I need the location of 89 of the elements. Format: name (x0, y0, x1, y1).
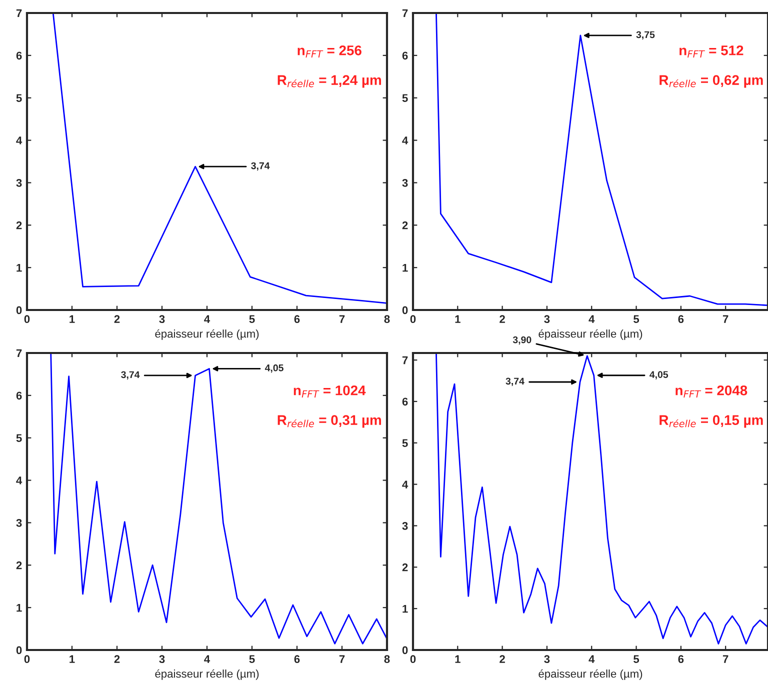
x-tick-label: 7 (722, 655, 728, 663)
x-tick-label: 1 (70, 655, 75, 663)
y-tick-label: 1 (402, 264, 408, 272)
x-tick-label: 8 (384, 655, 390, 664)
y-tick-label: 2 (16, 221, 22, 230)
y-tick-label: 4 (16, 136, 22, 144)
y-tick-label: 6 (402, 52, 408, 60)
x-tick-label: 3 (159, 315, 165, 324)
y-tick-label: 7 (402, 9, 408, 18)
x-tick-label: 2 (500, 655, 505, 663)
y-tick-label: 3 (402, 178, 408, 187)
x-tick-label: 0 (410, 655, 416, 664)
annotation: n$_{FFT}$ = 256 (298, 45, 362, 58)
y-tick-label: 4 (402, 480, 408, 488)
x-tick-label: 4 (204, 315, 210, 323)
y-tick-label: 6 (402, 398, 408, 406)
y-tick-label: 0 (16, 646, 22, 654)
x-tick-label: 0 (24, 315, 30, 324)
y-tick-label: 6 (16, 52, 22, 60)
annotation: R$_{réelle}$ = 0,15 µm (660, 415, 763, 428)
x-tick-label: 0 (410, 315, 416, 324)
x-axis-title: épaisseur réelle (µm) (538, 669, 642, 680)
x-tick-label: 7 (722, 315, 728, 323)
y-tick-label: 5 (16, 94, 22, 102)
x-tick-label: 0 (24, 655, 30, 664)
y-tick-label: 0 (16, 306, 22, 314)
x-tick-label: 7 (339, 655, 345, 663)
y-tick-label: 5 (16, 434, 22, 442)
annotation: 4,05 (264, 364, 284, 373)
line-series (52, 13, 387, 304)
y-tick-label: 2 (16, 561, 22, 570)
annotation: 3,74 (251, 162, 270, 171)
x-tick-label: 2 (114, 655, 120, 663)
annotation: R$_{réelle}$ = 1,24 µm (278, 75, 381, 88)
y-tick-label: 1 (402, 604, 408, 613)
x-axis-title: épaisseur réelle (µm) (538, 329, 642, 340)
y-tick-label: 2 (402, 563, 408, 572)
annotation: 4,05 (650, 371, 668, 380)
x-tick-label: 5 (249, 655, 255, 664)
x-tick-label: 1 (70, 315, 75, 323)
y-tick-label: 5 (402, 439, 408, 448)
x-tick-label: 4 (588, 655, 595, 663)
annotation: 3,74 (121, 371, 140, 380)
x-tick-label: 4 (204, 655, 210, 663)
y-tick-label: 5 (402, 94, 408, 102)
y-tick-label: 4 (402, 136, 408, 144)
x-tick-label: 5 (634, 315, 640, 324)
x-axis-title: épaisseur réelle (µm) (155, 329, 259, 340)
y-tick-label: 3 (16, 518, 22, 527)
x-tick-label: 1 (455, 315, 460, 323)
x-tick-label: 1 (455, 655, 460, 663)
x-tick-label: 5 (249, 315, 255, 324)
annotation: 3,90 (512, 336, 532, 345)
y-tick-label: 7 (16, 349, 22, 358)
x-axis-title: épaisseur réelle (µm) (155, 669, 259, 680)
annotation: R$_{réelle}$ = 0,62 µm (660, 75, 763, 88)
x-tick-label: 7 (339, 315, 345, 323)
annotation: 3,74 (506, 378, 524, 386)
x-tick-label: 2 (500, 315, 505, 323)
x-tick-label: 6 (294, 655, 300, 664)
y-tick-label: 1 (16, 604, 22, 612)
x-tick-label: 6 (294, 315, 300, 324)
x-tick-label: 3 (159, 655, 165, 664)
x-tick-label: 4 (588, 315, 595, 323)
annotation: 3,75 (636, 31, 655, 40)
y-tick-label: 1 (16, 264, 22, 272)
y-tick-label: 6 (16, 392, 22, 400)
x-tick-label: 2 (114, 315, 120, 323)
y-tick-label: 3 (402, 522, 408, 530)
line-series (50, 353, 387, 644)
x-tick-label: 6 (678, 315, 684, 324)
y-tick-label: 7 (402, 356, 408, 364)
y-tick-label: 4 (16, 476, 22, 484)
y-tick-label: 0 (402, 646, 408, 654)
y-tick-label: 2 (402, 221, 408, 230)
x-tick-label: 3 (544, 315, 550, 324)
x-tick-label: 6 (678, 655, 684, 664)
annotation: n$_{FFT}$ = 1024 (294, 385, 366, 398)
x-tick-label: 5 (634, 655, 640, 664)
annotation: n$_{FFT}$ = 2048 (676, 385, 748, 398)
line-series (436, 353, 768, 644)
annotation: n$_{FFT}$ = 512 (680, 45, 744, 58)
y-tick-label: 3 (16, 178, 22, 187)
x-tick-label: 3 (544, 655, 550, 664)
annotation: R$_{réelle}$ = 0,31 µm (278, 415, 381, 428)
y-tick-label: 0 (402, 306, 408, 314)
y-tick-label: 7 (16, 9, 22, 18)
x-tick-label: 8 (384, 315, 390, 324)
line-series (436, 13, 768, 306)
